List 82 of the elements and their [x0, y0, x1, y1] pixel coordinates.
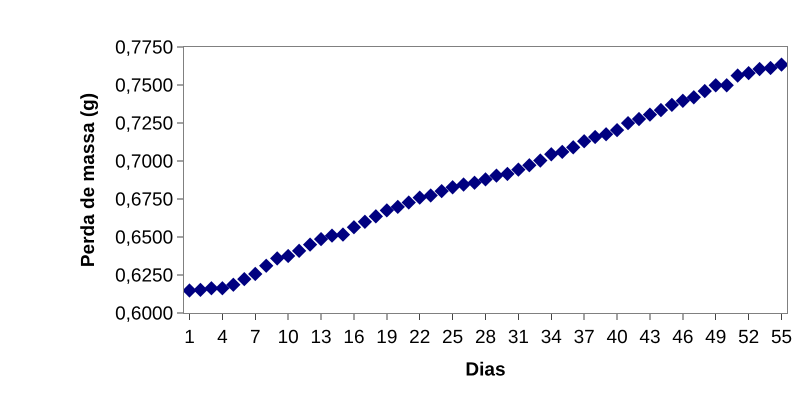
point	[336, 227, 350, 242]
point	[358, 214, 372, 229]
point	[270, 251, 284, 266]
point	[281, 248, 296, 264]
point	[577, 134, 592, 148]
point	[676, 94, 690, 108]
x-tick-label: 16	[343, 326, 365, 348]
point	[752, 62, 767, 76]
x-tick-label: 52	[738, 326, 760, 348]
x-tick-label: 46	[672, 326, 694, 348]
point	[632, 112, 646, 126]
point	[204, 281, 219, 296]
y-tick-label: 0,7750	[115, 38, 174, 59]
y-tick-label: 0,6500	[115, 228, 174, 249]
point	[610, 122, 624, 138]
point	[226, 278, 240, 292]
x-tick-label: 43	[639, 326, 661, 348]
x-tick-label: 37	[574, 326, 595, 348]
point	[412, 190, 427, 205]
point	[402, 195, 416, 210]
y-tick-label: 0,6000	[115, 304, 174, 325]
x-axis-title: Dias	[465, 360, 506, 381]
point	[302, 237, 318, 252]
point	[248, 266, 262, 282]
point	[215, 281, 230, 296]
point	[368, 209, 384, 224]
point	[489, 168, 504, 183]
x-tick-label: 22	[409, 326, 430, 348]
point	[720, 78, 734, 92]
y-tick-label: 0,6750	[115, 190, 174, 211]
point	[467, 176, 482, 190]
y-tick-label: 0,7000	[115, 152, 174, 173]
point	[664, 98, 680, 112]
x-tick-label: 55	[770, 326, 792, 348]
point	[314, 232, 328, 246]
point	[478, 172, 493, 187]
point	[533, 153, 548, 168]
x-tick-label: 28	[474, 326, 496, 348]
point	[555, 144, 570, 160]
y-axis-title: Perda de massa (g)	[78, 92, 99, 268]
x-tick-label: 49	[705, 326, 726, 348]
point	[390, 200, 405, 214]
point	[620, 116, 636, 130]
point	[346, 220, 362, 234]
point	[741, 66, 756, 80]
point	[686, 90, 701, 104]
point	[434, 184, 449, 198]
point	[259, 258, 274, 273]
x-tick-label: 34	[540, 326, 562, 348]
x-tick-label: 40	[606, 326, 628, 348]
point	[708, 78, 723, 92]
point	[588, 130, 602, 144]
x-tick-label: 31	[508, 326, 529, 348]
point	[642, 107, 658, 122]
x-tick-label: 19	[376, 326, 398, 348]
point	[511, 162, 526, 177]
point	[380, 203, 394, 218]
x-tick-label: 10	[278, 326, 299, 348]
point	[193, 282, 208, 298]
point	[763, 60, 778, 76]
point	[544, 147, 558, 162]
point	[698, 84, 712, 98]
x-tick-label: 13	[310, 326, 332, 348]
point	[500, 166, 515, 182]
y-tick-label: 0,6250	[115, 266, 174, 287]
point	[424, 188, 438, 203]
point	[730, 68, 745, 83]
point	[598, 127, 614, 142]
x-tick-label: 4	[217, 326, 228, 348]
point	[292, 244, 306, 258]
x-tick-label: 7	[250, 326, 261, 348]
point	[654, 102, 668, 118]
x-tick-label: 1	[184, 326, 195, 348]
point	[237, 272, 252, 286]
point	[566, 140, 580, 154]
x-tick-label: 25	[442, 326, 464, 348]
point	[456, 177, 471, 192]
y-tick-label: 0,7500	[115, 76, 174, 97]
y-tick-label: 0,7250	[115, 114, 174, 135]
point	[522, 158, 536, 172]
point	[324, 228, 340, 243]
point	[445, 180, 460, 194]
